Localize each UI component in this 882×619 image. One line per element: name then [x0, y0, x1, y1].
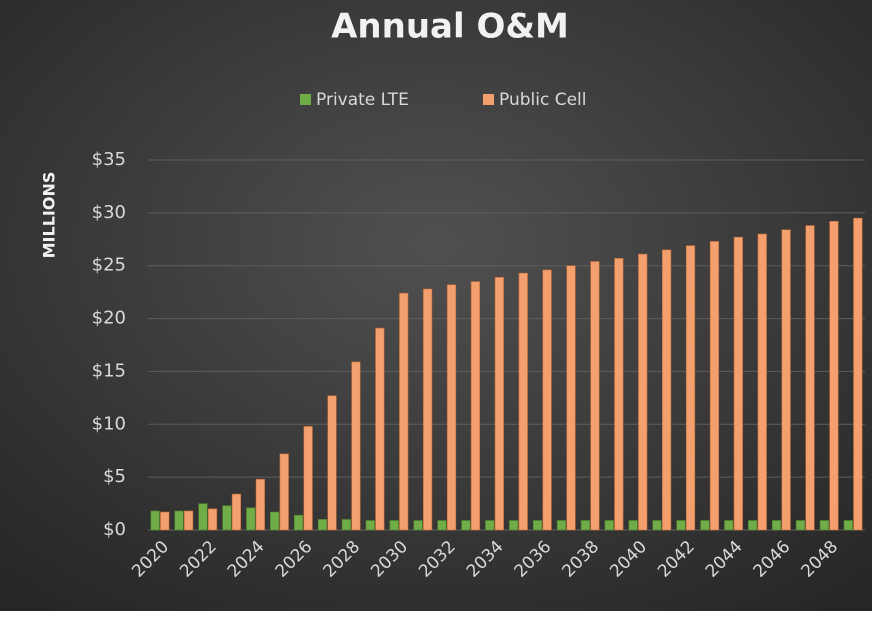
- bar: [509, 520, 519, 531]
- bar: [662, 249, 672, 531]
- bar: [518, 272, 528, 531]
- bar: [207, 508, 218, 531]
- bar: [805, 225, 815, 531]
- bar: [685, 245, 696, 531]
- y-tick-label: $30: [92, 202, 126, 223]
- bar: [279, 453, 289, 531]
- bar: [327, 395, 337, 531]
- bar: [748, 520, 758, 531]
- bar: [365, 520, 375, 531]
- bar: [819, 520, 829, 531]
- bar: [556, 520, 567, 531]
- bar: [853, 217, 863, 531]
- bar: [494, 277, 504, 531]
- bar: [781, 229, 791, 531]
- y-tick-label: $0: [103, 519, 126, 540]
- bar: [389, 520, 399, 531]
- y-tick-label: $10: [92, 413, 126, 434]
- legend-label: Public Cell: [499, 90, 587, 110]
- bar: [590, 261, 600, 531]
- y-tick-label: $20: [92, 308, 126, 329]
- bar: [446, 284, 457, 531]
- bar: [614, 258, 624, 531]
- chart-title: Annual O&M: [331, 7, 569, 47]
- bar: [231, 493, 242, 531]
- bar: [413, 520, 423, 531]
- bar: [604, 520, 614, 531]
- bar: [317, 519, 328, 531]
- bar: [184, 510, 194, 531]
- bar: [628, 520, 638, 531]
- bar: [532, 520, 543, 531]
- bar: [461, 520, 471, 531]
- y-axis-label: MILLIONS: [40, 172, 59, 259]
- bar: [270, 511, 280, 531]
- bar: [150, 510, 160, 531]
- bar: [795, 520, 806, 531]
- bar: [437, 520, 447, 531]
- bar: [255, 478, 265, 531]
- bar: [303, 426, 313, 531]
- y-tick-label: $15: [92, 360, 126, 381]
- bar: [423, 288, 433, 531]
- bar: [676, 520, 686, 531]
- bar: [566, 265, 576, 531]
- bar: [843, 520, 853, 531]
- bar: [652, 520, 662, 531]
- y-tick-label: $5: [103, 466, 126, 487]
- bar: [638, 253, 648, 531]
- background: [0, 0, 872, 611]
- bar: [470, 281, 481, 531]
- bar: [246, 507, 256, 531]
- bar: [160, 511, 170, 531]
- bar: [485, 520, 495, 531]
- y-tick-label: $35: [92, 149, 126, 170]
- bar: [542, 269, 552, 531]
- y-tick-label: $25: [92, 255, 126, 276]
- bar: [174, 510, 184, 531]
- bar: [580, 520, 590, 531]
- bar: [293, 514, 304, 531]
- bar: [341, 519, 351, 531]
- bar: [222, 505, 232, 531]
- bar: [757, 233, 767, 531]
- bar: [700, 520, 710, 531]
- bar: [829, 221, 839, 531]
- bar: [351, 361, 361, 531]
- legend-swatch: [300, 94, 311, 105]
- bar: [375, 327, 385, 531]
- legend-label: Private LTE: [316, 90, 409, 110]
- bar: [709, 241, 720, 531]
- bar: [724, 520, 734, 531]
- bar: [733, 236, 743, 531]
- bar: [399, 292, 409, 531]
- bar: [198, 503, 208, 531]
- bar: [771, 520, 782, 531]
- legend-swatch: [483, 94, 494, 105]
